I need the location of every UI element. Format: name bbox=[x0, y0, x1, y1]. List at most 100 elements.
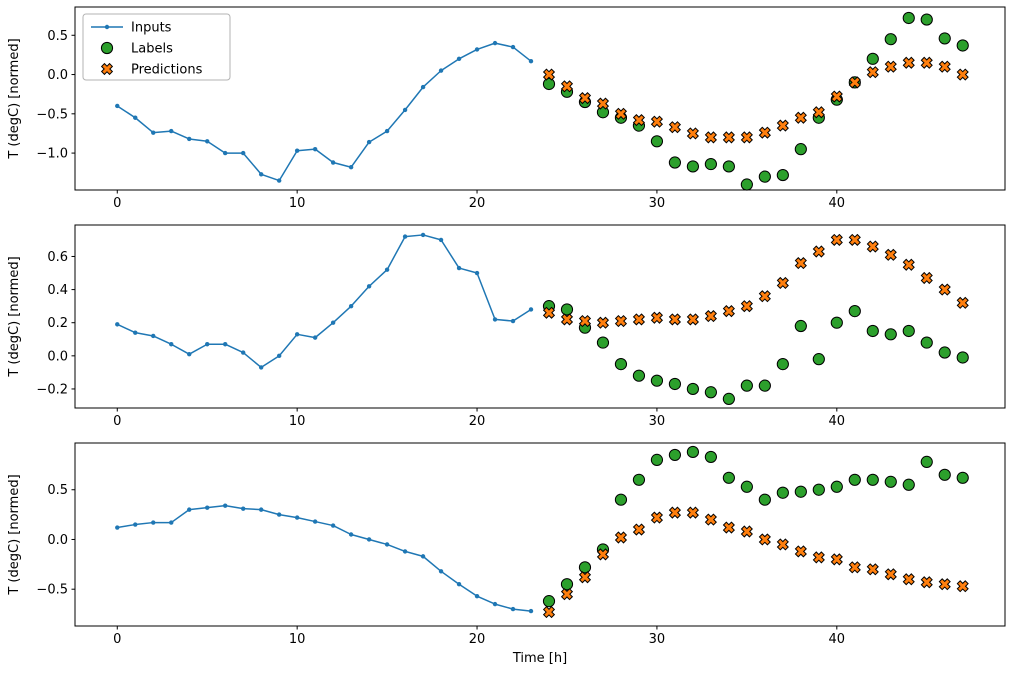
inputs-dot-marker bbox=[456, 265, 462, 271]
x-tick-label: 0 bbox=[113, 414, 121, 429]
prediction-x-marker bbox=[650, 511, 664, 524]
inputs-dot-marker bbox=[384, 267, 390, 272]
inputs-dot-marker bbox=[402, 549, 408, 554]
prediction-x-marker bbox=[920, 576, 933, 589]
axes-frame bbox=[74, 224, 1006, 409]
label-circle-marker bbox=[902, 324, 915, 338]
series-predictions bbox=[542, 506, 969, 619]
prediction-x-marker bbox=[722, 305, 735, 318]
series-predictions bbox=[542, 233, 969, 329]
prediction-x-marker bbox=[920, 271, 933, 285]
inputs-line bbox=[116, 234, 532, 369]
label-circle-marker bbox=[704, 386, 717, 399]
prediction-x-marker bbox=[866, 66, 879, 79]
prediction-x-marker bbox=[542, 68, 556, 81]
label-circle-marker bbox=[560, 303, 574, 316]
label-circle-marker bbox=[830, 480, 843, 493]
y-tick-label: 0.6 bbox=[47, 250, 68, 265]
y-tick-label: 0.0 bbox=[47, 349, 68, 364]
label-circle-marker bbox=[542, 595, 556, 608]
prediction-x-marker bbox=[722, 131, 735, 144]
inputs-dot-marker bbox=[133, 115, 138, 120]
y-axis-ticks: 0.6 0.4 0.2 0.0 −0.2 bbox=[36, 250, 75, 397]
prediction-x-marker bbox=[578, 571, 592, 584]
prediction-x-marker bbox=[902, 573, 915, 586]
prediction-x-marker bbox=[938, 578, 951, 591]
label-circle-marker bbox=[614, 358, 628, 371]
label-circle-marker bbox=[866, 52, 879, 65]
label-circle-marker bbox=[956, 351, 969, 364]
legend-item-label: Predictions bbox=[131, 63, 203, 78]
legend-dot-sample bbox=[104, 24, 110, 30]
inputs-dot-marker bbox=[312, 146, 318, 152]
label-circle-marker bbox=[776, 358, 789, 371]
prediction-x-marker bbox=[542, 306, 556, 319]
inputs-dot-marker bbox=[510, 44, 516, 50]
inputs-dot-marker bbox=[312, 335, 318, 340]
label-circle-marker bbox=[686, 160, 700, 173]
legend-box bbox=[82, 13, 231, 81]
y-tick-label: 0.0 bbox=[47, 68, 68, 83]
x-tick-label: 0 bbox=[113, 632, 121, 647]
inputs-dot-marker bbox=[276, 353, 282, 359]
prediction-x-marker bbox=[902, 56, 915, 69]
prediction-x-marker bbox=[650, 115, 664, 128]
inputs-dot-marker bbox=[169, 128, 174, 134]
label-circle-marker bbox=[722, 471, 735, 484]
x-tick-label: 0 bbox=[113, 196, 121, 211]
x-axis-ticks: 0 10 20 30 40 bbox=[113, 626, 845, 647]
inputs-dot-marker bbox=[223, 150, 228, 156]
inputs-dot-marker bbox=[330, 320, 336, 325]
subplot-2: 0 10 20 30 40 0.6 0.4 0.2 0.0 −0.2 T (degC) [norme… bbox=[7, 224, 1006, 429]
prediction-x-marker bbox=[560, 313, 574, 326]
label-circle-marker bbox=[794, 319, 807, 333]
prediction-x-marker bbox=[830, 90, 843, 103]
prediction-x-marker bbox=[794, 545, 807, 558]
inputs-dot-marker bbox=[294, 515, 300, 520]
prediction-x-marker bbox=[578, 314, 592, 328]
prediction-x-marker bbox=[668, 313, 681, 326]
x-tick-label: 10 bbox=[289, 632, 306, 647]
prediction-x-marker bbox=[650, 311, 664, 324]
y-axis-label: T (degC) [normed] bbox=[7, 38, 22, 159]
inputs-dot-marker bbox=[366, 139, 372, 145]
prediction-x-marker bbox=[614, 107, 628, 120]
inputs-dot-marker bbox=[474, 47, 480, 52]
label-circle-marker bbox=[794, 143, 807, 156]
inputs-dot-marker bbox=[366, 284, 372, 289]
label-circle-marker bbox=[866, 324, 879, 338]
label-circle-marker bbox=[776, 486, 789, 499]
y-tick-label: 0.5 bbox=[47, 483, 68, 498]
label-circle-marker bbox=[812, 483, 825, 496]
prediction-x-marker bbox=[848, 76, 861, 89]
label-circle-marker bbox=[956, 39, 969, 52]
prediction-x-marker bbox=[596, 316, 610, 329]
x-tick-label: 10 bbox=[289, 414, 306, 429]
inputs-dot-marker bbox=[420, 84, 426, 90]
inputs-dot-marker bbox=[402, 107, 408, 113]
inputs-dot-marker bbox=[366, 537, 372, 542]
prediction-x-marker bbox=[668, 506, 681, 519]
inputs-dot-marker bbox=[133, 330, 138, 335]
label-circle-marker bbox=[920, 336, 933, 349]
prediction-x-marker bbox=[632, 523, 646, 536]
prediction-x-marker bbox=[740, 131, 753, 144]
prediction-x-marker bbox=[848, 233, 861, 246]
label-circle-marker bbox=[794, 485, 807, 498]
inputs-dot-marker bbox=[151, 333, 156, 339]
label-circle-marker bbox=[902, 478, 915, 491]
inputs-dot-marker bbox=[240, 150, 246, 156]
prediction-x-marker bbox=[632, 114, 646, 127]
inputs-dot-marker bbox=[294, 332, 300, 337]
inputs-dot-marker bbox=[474, 593, 480, 599]
inputs-dot-marker bbox=[205, 505, 210, 510]
prediction-x-marker bbox=[830, 553, 843, 566]
y-tick-label: −0.5 bbox=[36, 107, 68, 122]
inputs-dot-marker bbox=[456, 582, 462, 587]
inputs-dot-marker bbox=[115, 525, 120, 530]
prediction-x-marker bbox=[830, 233, 843, 246]
y-tick-label: 0.2 bbox=[47, 316, 68, 331]
inputs-dot-marker bbox=[330, 523, 336, 528]
